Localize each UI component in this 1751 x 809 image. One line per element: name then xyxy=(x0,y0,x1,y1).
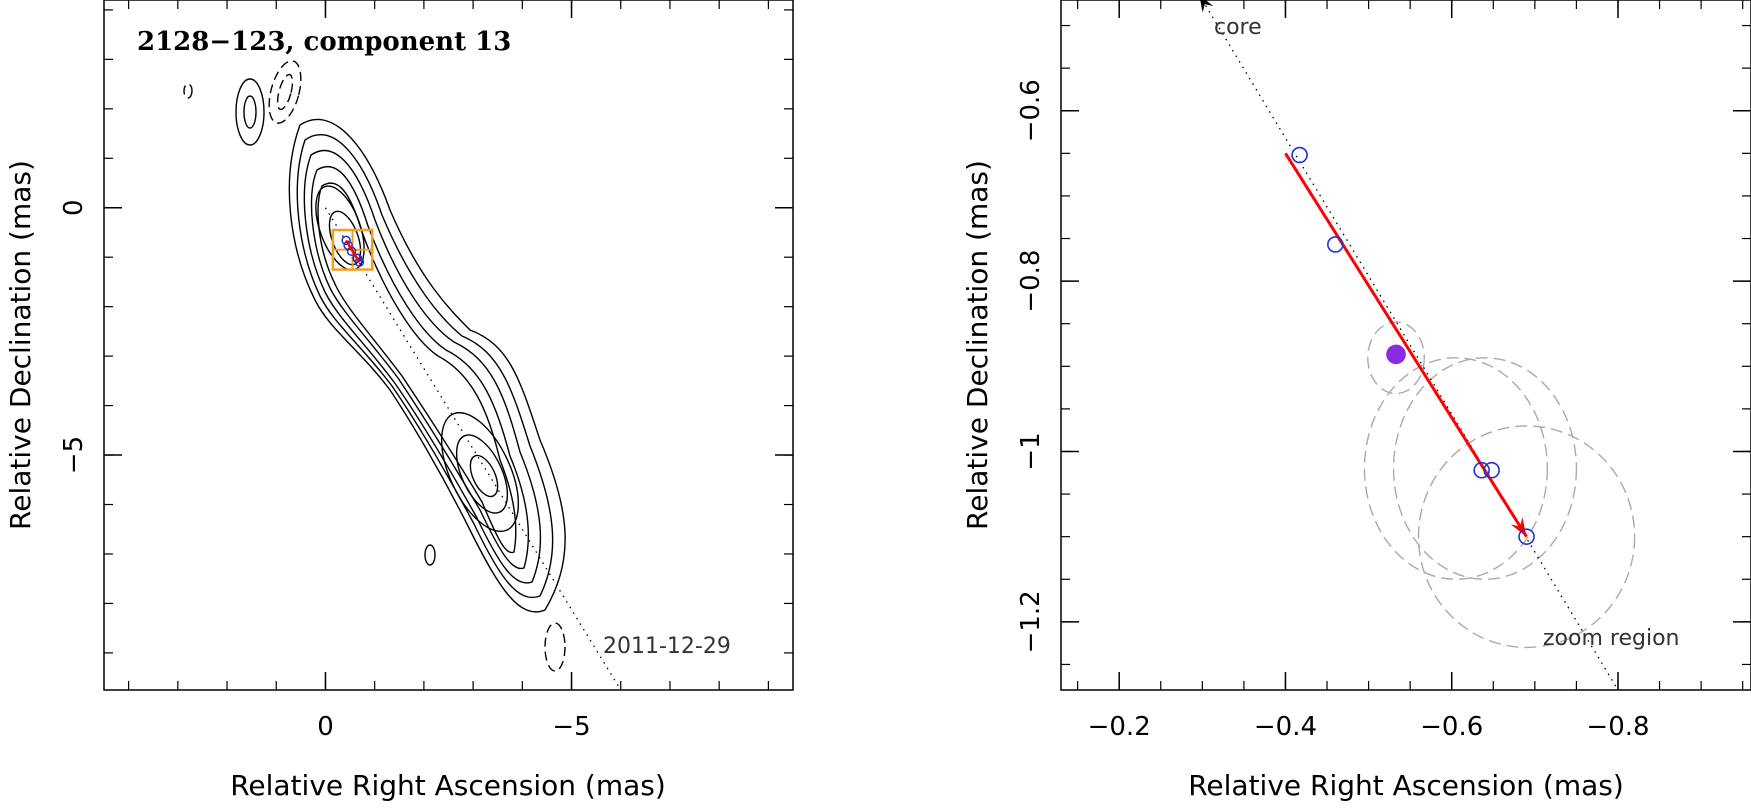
contour-line xyxy=(288,118,566,613)
negative-contour xyxy=(268,60,302,124)
y-tick-label: −1.2 xyxy=(1016,590,1046,653)
component-point xyxy=(1473,461,1490,479)
x-tick-label: −0.8 xyxy=(1586,712,1649,742)
reference-epoch-point xyxy=(1386,344,1406,365)
y-tick-label: −0.8 xyxy=(1016,250,1046,313)
contour-line xyxy=(424,544,436,566)
right-ticks: −0.2 −0.4 −0.6 −0.8 −0.6 −0.8 −1 −1.2 xyxy=(1016,0,1751,742)
right-zoom-label: zoom region xyxy=(1543,626,1679,651)
motion-vector xyxy=(1284,152,1528,538)
component-marker xyxy=(341,235,351,246)
x-tick-label: −0.4 xyxy=(1254,712,1317,742)
right-plot-frame xyxy=(1060,0,1751,691)
y-tick-label: −0.6 xyxy=(1016,79,1046,142)
error-ellipse xyxy=(1417,425,1636,649)
negative-contour xyxy=(276,73,294,111)
contour-line xyxy=(296,134,554,599)
left-contours xyxy=(235,78,566,613)
right-panel: −0.2 −0.4 −0.6 −0.8 −0.6 −0.8 −1 −1.2 core zoom… xyxy=(961,0,1751,802)
contour-line xyxy=(469,454,499,498)
contour-line xyxy=(317,182,517,554)
negative-contour xyxy=(183,83,193,99)
x-tick-label: 0 xyxy=(317,712,334,742)
left-title: 2128−123, component 13 xyxy=(137,27,511,57)
contour-line xyxy=(440,411,520,533)
error-ellipse xyxy=(1363,357,1549,580)
motion-vector-arrowhead xyxy=(1510,517,1527,537)
y-tick-label: −5 xyxy=(59,436,89,474)
left-panel: 0 −5 0 −5 2128−123, component 13 2011-12-29… xyxy=(4,0,794,802)
contour-line xyxy=(243,95,257,129)
right-data-layer xyxy=(1200,0,1636,691)
x-tick-label: −0.2 xyxy=(1088,712,1151,742)
motion-vector-mini xyxy=(345,239,361,263)
left-data-layer xyxy=(324,207,622,691)
contour-line xyxy=(303,149,542,584)
left-ticks: 0 −5 0 −5 xyxy=(59,0,793,742)
error-ellipse xyxy=(1392,357,1578,580)
error-ellipse xyxy=(1367,321,1425,395)
jet-axis-line xyxy=(324,207,622,691)
left-negative-contours xyxy=(183,60,566,672)
contour-line xyxy=(455,434,509,514)
left-x-axis-label: Relative Right Ascension (mas) xyxy=(230,769,666,802)
component-point xyxy=(1518,528,1535,545)
component-point xyxy=(1291,146,1308,164)
left-epoch-label: 2011-12-29 xyxy=(603,634,731,659)
right-core-label: core xyxy=(1214,15,1262,40)
x-tick-label: −0.6 xyxy=(1420,712,1483,742)
jet-axis-line xyxy=(1201,0,1619,691)
component-point xyxy=(1483,461,1500,479)
right-y-axis-label: Relative Declination (mas) xyxy=(961,160,994,530)
component-marker xyxy=(354,257,365,267)
right-x-axis-label: Relative Right Ascension (mas) xyxy=(1188,769,1624,802)
y-tick-label: −1 xyxy=(1016,432,1046,470)
left-plot-frame xyxy=(103,0,794,691)
contour-line xyxy=(310,165,530,570)
y-tick-label: 0 xyxy=(59,199,89,216)
contour-line xyxy=(235,78,265,146)
negative-contour xyxy=(544,622,566,672)
component-point xyxy=(1327,236,1344,253)
x-tick-label: −5 xyxy=(552,712,590,742)
core-direction-arrow xyxy=(1200,0,1214,13)
left-y-axis-label: Relative Declination (mas) xyxy=(4,160,37,530)
